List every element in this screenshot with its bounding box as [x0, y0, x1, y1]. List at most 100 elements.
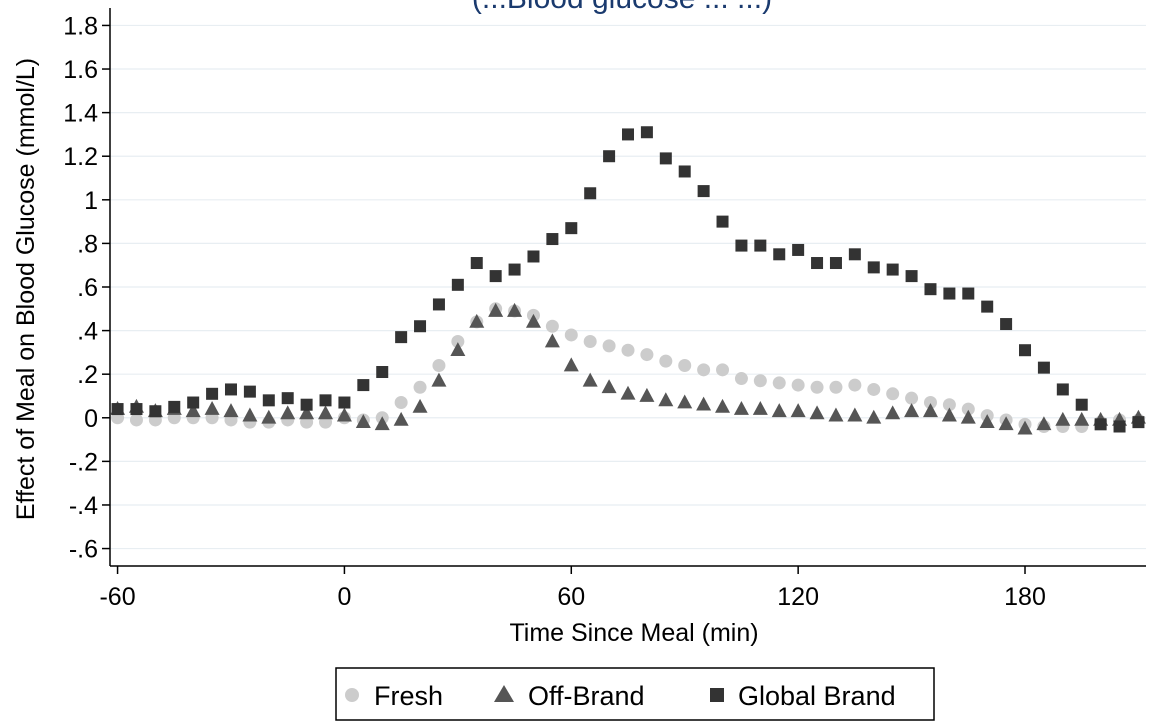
chart-title-area: (...Blood glucose ... ...) — [472, 0, 772, 15]
data-point — [129, 413, 143, 427]
data-point — [941, 407, 957, 422]
data-point — [792, 243, 805, 256]
data-point — [1074, 411, 1090, 426]
data-point — [204, 401, 220, 415]
data-point — [412, 398, 428, 413]
data-point — [318, 405, 334, 420]
data-point — [961, 402, 975, 416]
data-point — [224, 383, 237, 396]
y-tick-label: 1.8 — [63, 12, 98, 40]
data-point — [565, 222, 578, 235]
data-point — [262, 394, 275, 407]
data-point — [867, 261, 880, 274]
series-fresh — [111, 302, 1145, 433]
data-point — [280, 405, 296, 420]
data-point — [1019, 344, 1032, 357]
data-point — [1055, 411, 1071, 426]
data-point — [677, 394, 693, 409]
data-point — [338, 396, 351, 409]
data-point — [394, 396, 408, 410]
data-point — [791, 378, 805, 392]
data-point — [678, 165, 691, 178]
data-point — [1037, 361, 1050, 374]
y-tick-label: .8 — [77, 230, 98, 258]
data-point — [923, 396, 937, 410]
data-point — [697, 363, 711, 377]
data-series — [110, 126, 1146, 435]
data-point — [848, 378, 862, 392]
data-point — [981, 300, 994, 313]
data-point — [451, 334, 465, 348]
legend-marker-fresh — [345, 688, 359, 702]
data-point — [922, 403, 938, 418]
data-point — [603, 150, 616, 163]
data-point — [1075, 398, 1088, 411]
data-point — [678, 358, 692, 372]
data-point — [867, 382, 881, 396]
x-tick-label: 120 — [777, 583, 819, 611]
data-point — [470, 257, 483, 270]
data-point — [376, 366, 389, 379]
data-point — [924, 283, 937, 296]
legend-marker-global-brand — [710, 688, 724, 702]
data-point — [584, 187, 597, 200]
data-point — [583, 334, 597, 348]
data-point — [451, 278, 464, 291]
data-point — [943, 287, 956, 300]
data-point — [414, 320, 427, 333]
data-point — [149, 405, 162, 418]
data-point — [450, 342, 466, 357]
data-point — [242, 407, 258, 422]
data-point — [395, 331, 408, 344]
y-axis-ticks: 1.81.61.41.21.8.6.4.20-.2-.4-.6 — [63, 12, 110, 564]
y-tick-label: 0 — [84, 405, 98, 433]
data-point — [773, 248, 786, 261]
data-point — [185, 403, 201, 418]
data-point — [622, 128, 634, 141]
data-point — [829, 380, 843, 394]
data-point — [111, 403, 124, 416]
data-point — [885, 405, 901, 420]
data-point — [697, 185, 710, 198]
data-point — [886, 263, 899, 276]
data-point — [469, 313, 485, 328]
data-point — [281, 392, 294, 405]
data-point — [752, 401, 768, 415]
legend-label-fresh: Fresh — [374, 681, 443, 711]
data-point — [640, 126, 653, 139]
data-point — [525, 313, 541, 328]
x-tick-label: 0 — [337, 583, 351, 611]
data-point — [1094, 418, 1107, 431]
data-point — [979, 414, 995, 428]
data-point — [563, 357, 579, 372]
data-point — [847, 407, 863, 422]
series-global-brand — [111, 126, 1145, 433]
y-tick-label: -.4 — [69, 492, 98, 520]
data-point — [734, 372, 748, 386]
data-point — [300, 398, 313, 411]
data-point — [1000, 318, 1013, 331]
data-point — [527, 250, 540, 263]
data-point — [187, 396, 200, 409]
data-point — [905, 270, 918, 283]
data-point — [716, 363, 730, 377]
data-point — [754, 239, 767, 252]
y-tick-label: -.6 — [69, 536, 98, 564]
y-axis-title: Effect of Meal on Blood Glucose (mmol/L) — [12, 58, 40, 520]
data-point — [488, 302, 504, 317]
data-point — [393, 411, 409, 426]
data-point — [715, 398, 731, 413]
grid-lines — [110, 24, 1146, 550]
data-point — [828, 407, 844, 422]
data-point — [658, 392, 674, 407]
data-point — [206, 387, 219, 400]
data-point — [640, 348, 654, 362]
y-tick-label: 1 — [84, 187, 98, 215]
data-point — [790, 403, 806, 418]
y-tick-label: 1.2 — [63, 143, 98, 171]
data-point — [829, 257, 842, 270]
data-point — [904, 403, 920, 418]
legend-label-off-brand: Off-Brand — [528, 681, 645, 711]
data-point — [545, 319, 559, 333]
data-point — [564, 328, 578, 342]
